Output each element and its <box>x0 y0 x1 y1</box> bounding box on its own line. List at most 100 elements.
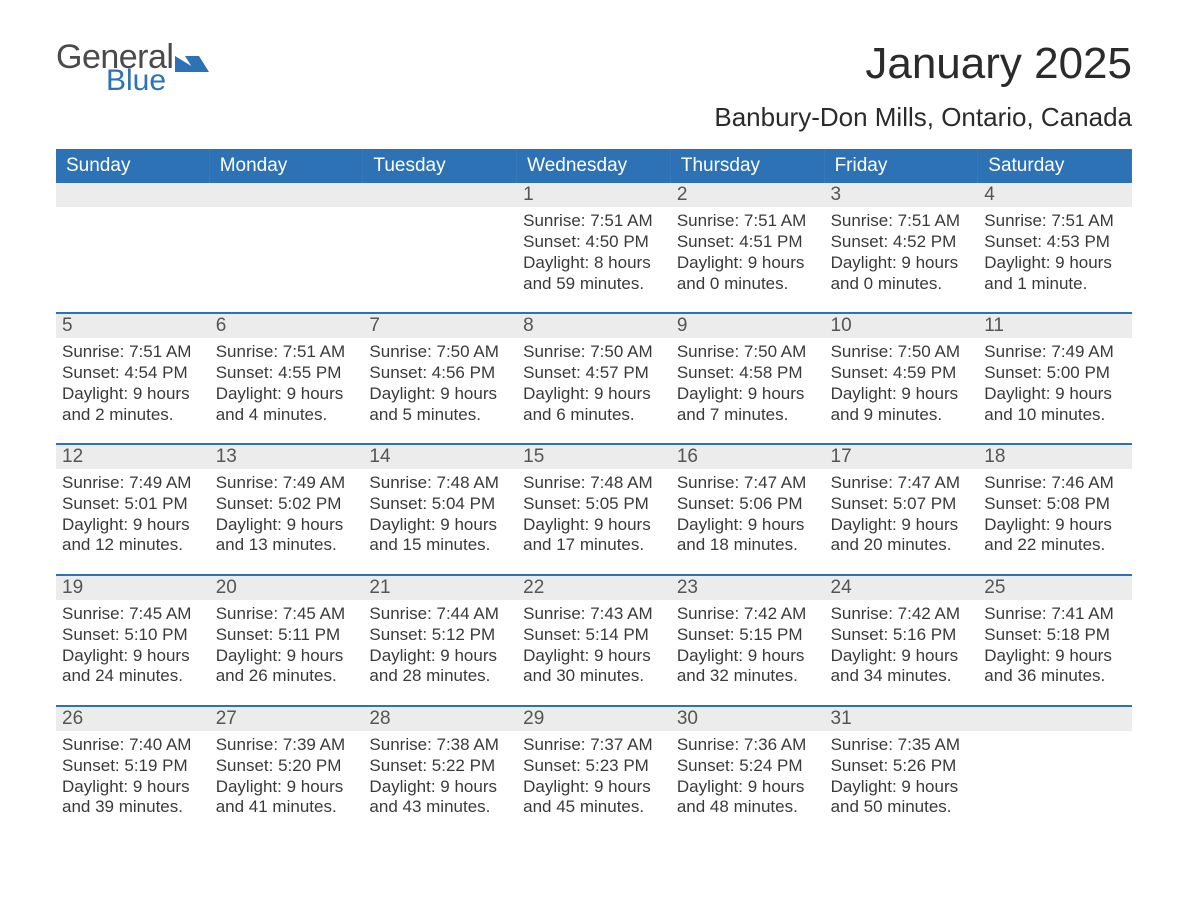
sunrise-text: Sunrise: 7:47 AM <box>677 473 819 494</box>
daynum-strip: 262728293031 <box>56 707 1132 731</box>
daylight-line-2: and 13 minutes. <box>216 535 358 556</box>
day-cell: Sunrise: 7:49 AMSunset: 5:02 PMDaylight:… <box>210 469 364 574</box>
day-number: 8 <box>517 314 671 338</box>
day-cell: Sunrise: 7:50 AMSunset: 4:56 PMDaylight:… <box>363 338 517 443</box>
week-row: 1234Sunrise: 7:51 AMSunset: 4:50 PMDayli… <box>56 183 1132 312</box>
dow-wednesday: Wednesday <box>517 149 671 183</box>
weeks-container: 1234Sunrise: 7:51 AMSunset: 4:50 PMDayli… <box>56 183 1132 836</box>
day-number: 25 <box>978 576 1132 600</box>
daylight-line-2: and 9 minutes. <box>831 405 973 426</box>
day-cell: Sunrise: 7:37 AMSunset: 5:23 PMDaylight:… <box>517 731 671 836</box>
day-number: 1 <box>517 183 671 207</box>
daylight-line-2: and 7 minutes. <box>677 405 819 426</box>
daynum-strip: 567891011 <box>56 314 1132 338</box>
day-cell: Sunrise: 7:51 AMSunset: 4:54 PMDaylight:… <box>56 338 210 443</box>
sunrise-text: Sunrise: 7:42 AM <box>831 604 973 625</box>
daylight-line-2: and 28 minutes. <box>369 666 511 687</box>
sunrise-text: Sunrise: 7:40 AM <box>62 735 204 756</box>
daylight-line-2: and 36 minutes. <box>984 666 1126 687</box>
day-cell: Sunrise: 7:49 AMSunset: 5:01 PMDaylight:… <box>56 469 210 574</box>
daylight-line-2: and 5 minutes. <box>369 405 511 426</box>
sunset-text: Sunset: 5:05 PM <box>523 494 665 515</box>
day-number: 21 <box>363 576 517 600</box>
sunset-text: Sunset: 5:14 PM <box>523 625 665 646</box>
day-cell: Sunrise: 7:41 AMSunset: 5:18 PMDaylight:… <box>978 600 1132 705</box>
sunset-text: Sunset: 5:22 PM <box>369 756 511 777</box>
sunrise-text: Sunrise: 7:50 AM <box>369 342 511 363</box>
sunrise-text: Sunrise: 7:49 AM <box>984 342 1126 363</box>
sunset-text: Sunset: 4:56 PM <box>369 363 511 384</box>
sunset-text: Sunset: 5:20 PM <box>216 756 358 777</box>
daylight-line-1: Daylight: 9 hours <box>62 777 204 798</box>
sunset-text: Sunset: 5:26 PM <box>831 756 973 777</box>
sunset-text: Sunset: 5:23 PM <box>523 756 665 777</box>
day-cell: Sunrise: 7:47 AMSunset: 5:07 PMDaylight:… <box>825 469 979 574</box>
day-cell: Sunrise: 7:48 AMSunset: 5:04 PMDaylight:… <box>363 469 517 574</box>
day-number <box>210 183 364 207</box>
day-cell: Sunrise: 7:51 AMSunset: 4:52 PMDaylight:… <box>825 207 979 312</box>
page: General Blue January 2025 Banbury-Don Mi… <box>0 0 1188 876</box>
daylight-line-2: and 0 minutes. <box>677 274 819 295</box>
day-cell <box>56 207 210 312</box>
sunrise-text: Sunrise: 7:48 AM <box>369 473 511 494</box>
day-cell: Sunrise: 7:35 AMSunset: 5:26 PMDaylight:… <box>825 731 979 836</box>
day-number: 17 <box>825 445 979 469</box>
calendar: Sunday Monday Tuesday Wednesday Thursday… <box>56 149 1132 836</box>
day-cell: Sunrise: 7:51 AMSunset: 4:50 PMDaylight:… <box>517 207 671 312</box>
day-cell: Sunrise: 7:42 AMSunset: 5:16 PMDaylight:… <box>825 600 979 705</box>
daylight-line-1: Daylight: 9 hours <box>523 777 665 798</box>
daylight-line-1: Daylight: 9 hours <box>62 515 204 536</box>
sunrise-text: Sunrise: 7:42 AM <box>677 604 819 625</box>
daylight-line-2: and 15 minutes. <box>369 535 511 556</box>
day-number: 19 <box>56 576 210 600</box>
sunrise-text: Sunrise: 7:45 AM <box>216 604 358 625</box>
daylight-line-1: Daylight: 9 hours <box>369 777 511 798</box>
daylight-line-1: Daylight: 9 hours <box>216 515 358 536</box>
daylight-line-1: Daylight: 9 hours <box>984 515 1126 536</box>
sunset-text: Sunset: 4:59 PM <box>831 363 973 384</box>
week-row: 262728293031Sunrise: 7:40 AMSunset: 5:19… <box>56 705 1132 836</box>
dow-monday: Monday <box>210 149 364 183</box>
day-cell <box>978 731 1132 836</box>
dow-friday: Friday <box>825 149 979 183</box>
sunset-text: Sunset: 5:12 PM <box>369 625 511 646</box>
month-title: January 2025 <box>714 40 1132 88</box>
day-number: 24 <box>825 576 979 600</box>
title-block: January 2025 Banbury-Don Mills, Ontario,… <box>714 40 1132 133</box>
daylight-line-1: Daylight: 9 hours <box>984 253 1126 274</box>
sunset-text: Sunset: 4:54 PM <box>62 363 204 384</box>
daylight-line-2: and 12 minutes. <box>62 535 204 556</box>
location-text: Banbury-Don Mills, Ontario, Canada <box>714 102 1132 133</box>
sunset-text: Sunset: 4:57 PM <box>523 363 665 384</box>
sunrise-text: Sunrise: 7:37 AM <box>523 735 665 756</box>
day-cell: Sunrise: 7:46 AMSunset: 5:08 PMDaylight:… <box>978 469 1132 574</box>
sunrise-text: Sunrise: 7:44 AM <box>369 604 511 625</box>
daylight-line-2: and 41 minutes. <box>216 797 358 818</box>
day-cell: Sunrise: 7:50 AMSunset: 4:59 PMDaylight:… <box>825 338 979 443</box>
day-number: 10 <box>825 314 979 338</box>
daylight-line-1: Daylight: 9 hours <box>984 384 1126 405</box>
daylight-line-2: and 30 minutes. <box>523 666 665 687</box>
daylight-line-2: and 4 minutes. <box>216 405 358 426</box>
daylight-line-1: Daylight: 9 hours <box>831 515 973 536</box>
sunrise-text: Sunrise: 7:50 AM <box>677 342 819 363</box>
day-cell: Sunrise: 7:40 AMSunset: 5:19 PMDaylight:… <box>56 731 210 836</box>
day-cell: Sunrise: 7:43 AMSunset: 5:14 PMDaylight:… <box>517 600 671 705</box>
day-number <box>978 707 1132 731</box>
day-number: 30 <box>671 707 825 731</box>
day-number <box>56 183 210 207</box>
day-number: 7 <box>363 314 517 338</box>
day-number: 15 <box>517 445 671 469</box>
sunrise-text: Sunrise: 7:50 AM <box>523 342 665 363</box>
sunset-text: Sunset: 5:08 PM <box>984 494 1126 515</box>
daylight-line-2: and 20 minutes. <box>831 535 973 556</box>
sunrise-text: Sunrise: 7:47 AM <box>831 473 973 494</box>
sunset-text: Sunset: 5:24 PM <box>677 756 819 777</box>
day-of-week-header: Sunday Monday Tuesday Wednesday Thursday… <box>56 149 1132 183</box>
day-cell: Sunrise: 7:36 AMSunset: 5:24 PMDaylight:… <box>671 731 825 836</box>
sunset-text: Sunset: 5:01 PM <box>62 494 204 515</box>
sunrise-text: Sunrise: 7:48 AM <box>523 473 665 494</box>
day-cell: Sunrise: 7:45 AMSunset: 5:10 PMDaylight:… <box>56 600 210 705</box>
sunset-text: Sunset: 4:52 PM <box>831 232 973 253</box>
daylight-line-2: and 45 minutes. <box>523 797 665 818</box>
